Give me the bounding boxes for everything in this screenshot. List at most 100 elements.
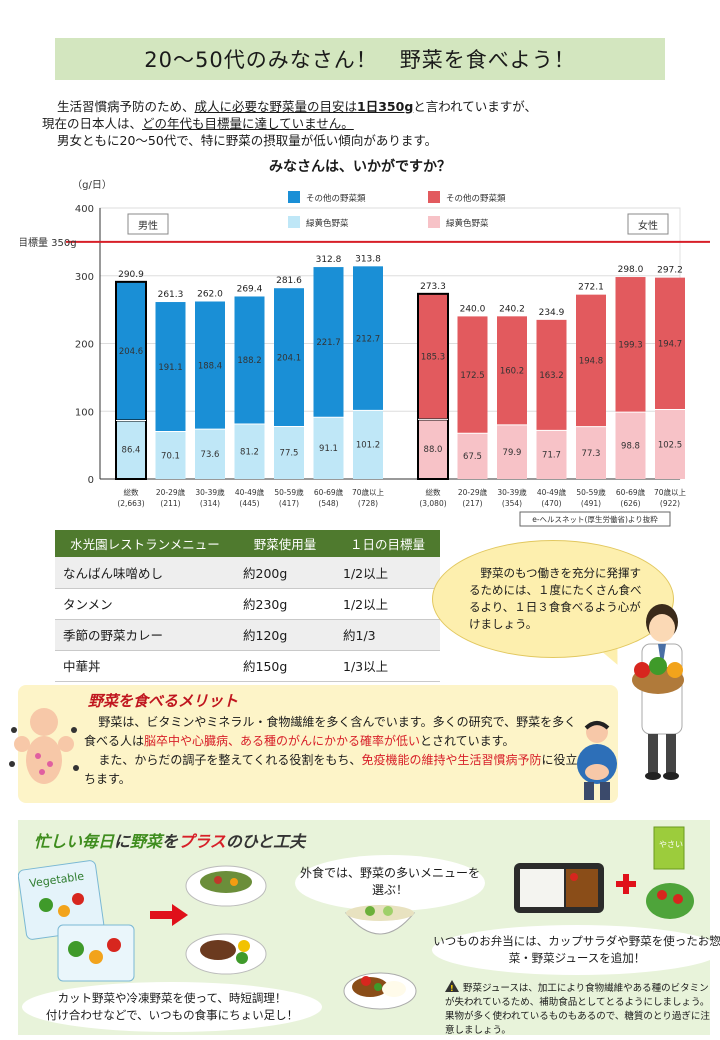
merit-p1-b: とされています。	[420, 734, 515, 748]
value-label-green-yellow: 70.1	[161, 451, 180, 461]
value-label-other: 188.4	[198, 361, 222, 371]
category-label: 50-59歳	[576, 487, 606, 497]
category-label: 20-29歳	[458, 487, 488, 497]
category-label: 40-49歳	[537, 487, 567, 497]
category-count: (548)	[318, 499, 338, 508]
menu-target: 1/2以上	[335, 588, 440, 620]
intro-line1-d: と言われていますが、	[413, 99, 538, 114]
value-label-total: 262.0	[197, 289, 223, 299]
value-label-total: 273.3	[420, 282, 446, 292]
menu-name: なんばん味噌めし	[55, 557, 235, 589]
value-label-green-yellow: 77.3	[582, 449, 601, 459]
bar-other	[195, 301, 225, 430]
bar-other	[353, 266, 383, 411]
bar-green-yellow	[274, 426, 304, 479]
category-count: (491)	[581, 499, 601, 508]
value-label-total: 313.8	[355, 254, 381, 264]
group-name-box	[627, 213, 669, 235]
menu-target: 1/3以上	[335, 650, 440, 682]
legend-label-other: その他の野菜類	[306, 193, 366, 204]
value-label-total: 261.3	[158, 290, 184, 300]
ramen-curry-illustration	[343, 905, 417, 1010]
plus-title-b: に	[114, 832, 131, 851]
intro-text: 生活習慣病予防のため、成人に必要な野菜量の目安は1日350gと言われていますが、…	[42, 98, 682, 149]
group-name: 女性	[638, 219, 658, 232]
value-label-green-yellow: 102.5	[658, 440, 682, 450]
category-count: (626)	[620, 499, 640, 508]
bar-green-yellow	[497, 424, 527, 479]
healthy-character-illustration	[9, 708, 79, 784]
menu-amount: 約200g	[235, 557, 335, 589]
y-tick-label: 100	[75, 407, 94, 418]
category-count: (728)	[358, 499, 378, 508]
menu-name: 中華丼	[55, 650, 235, 682]
category-label: 70歳以上	[654, 487, 687, 497]
plus-title: 忙しい毎日に野菜をプラスのひと工夫	[34, 828, 305, 852]
legend-swatch-yellow	[428, 216, 440, 228]
bento-salad-juice-illustration: やさい	[514, 826, 694, 919]
category-count: (211)	[160, 499, 180, 508]
category-label: 50-59歳	[274, 487, 304, 497]
menu-amount: 約120g	[235, 619, 335, 651]
source-label: e-ヘルスネット(厚生労働省)より抜粋	[532, 514, 658, 524]
value-label-green-yellow: 91.1	[319, 444, 338, 454]
value-label-other: 199.3	[618, 341, 642, 351]
category-label: 70歳以上	[352, 487, 385, 497]
table-row: 中華丼 約150g 1/3以上	[55, 650, 440, 682]
bar-other	[536, 319, 567, 431]
category-label: 60-69歳	[314, 487, 344, 497]
value-label-total: 269.4	[237, 284, 263, 294]
bar-other	[576, 294, 606, 427]
speech-bubble: 野菜のもつ働きを充分に発揮するためには、１度にたくさん食べるより、１日３食食べる…	[432, 540, 674, 658]
intro-line3: 男女ともに20〜50代で、特に野菜の摂取量が低い傾向があります。	[57, 133, 438, 148]
category-count: (445)	[239, 499, 259, 508]
value-label-other: 188.2	[237, 356, 261, 366]
value-label-green-yellow: 67.5	[463, 452, 482, 462]
legend-label-yellow: 緑黄色野菜	[306, 218, 349, 229]
value-label-other: 204.1	[277, 353, 301, 363]
value-label-total: 240.0	[460, 304, 486, 314]
plus-title-d: を	[162, 832, 179, 851]
frozen-vegetables-illustration: Vegetable	[18, 860, 135, 982]
bar-green-yellow	[155, 431, 186, 479]
value-label-total: 298.0	[618, 265, 644, 275]
category-label: 60-69歳	[616, 487, 646, 497]
value-label-other: 191.1	[158, 363, 182, 373]
table-row: なんばん味噌めし 約200g 1/2以上	[55, 557, 440, 589]
bar-green-yellow	[313, 417, 344, 479]
speech-bubble-text: 野菜のもつ働きを充分に発揮するためには、１度にたくさん食べるより、１日３食食べる…	[469, 566, 642, 631]
value-label-green-yellow: 79.9	[503, 448, 522, 458]
intro-line1-c: 1日350g	[357, 99, 414, 114]
value-label-other: 160.2	[500, 367, 524, 377]
value-label-green-yellow: 77.5	[280, 449, 299, 459]
bar-green-yellow	[576, 426, 606, 479]
bar-green-yellow	[417, 418, 449, 481]
category-count: (417)	[279, 499, 299, 508]
category-label: 総数	[124, 487, 139, 497]
eatout-text: 外食では、野菜の多いメニューを選ぶ！	[299, 866, 480, 897]
category-count: (314)	[200, 499, 220, 508]
legend-swatch-other	[288, 191, 300, 203]
bar-other	[655, 277, 685, 410]
value-label-green-yellow: 98.8	[621, 442, 640, 452]
bar-other	[417, 292, 449, 421]
table-header-menu: 水光園レストランメニュー	[55, 530, 235, 557]
group-name: 男性	[138, 219, 158, 232]
bar-other	[234, 296, 265, 424]
value-label-total: 272.1	[578, 283, 604, 293]
category-label: 30-39歳	[195, 487, 225, 497]
target-label: 目標量 350g	[20, 236, 77, 249]
intro-line2-b: どの年代も目標量に達していません。	[142, 116, 354, 131]
category-label: 40-49歳	[235, 487, 265, 497]
category-count: (3,080)	[419, 499, 446, 508]
value-label-green-yellow: 73.6	[201, 450, 220, 460]
bento-text: いつものお弁当には、カップサラダや野菜を使ったお惣菜・野菜ジュースを追加！	[433, 934, 720, 965]
menu-amount: 約150g	[235, 650, 335, 682]
category-count: (922)	[660, 499, 680, 508]
bar-other	[497, 316, 527, 425]
bar-green-yellow	[457, 433, 488, 479]
value-label-total: 297.2	[657, 266, 683, 276]
warning-icon: !	[445, 980, 459, 993]
doctor-illustration	[632, 604, 684, 780]
